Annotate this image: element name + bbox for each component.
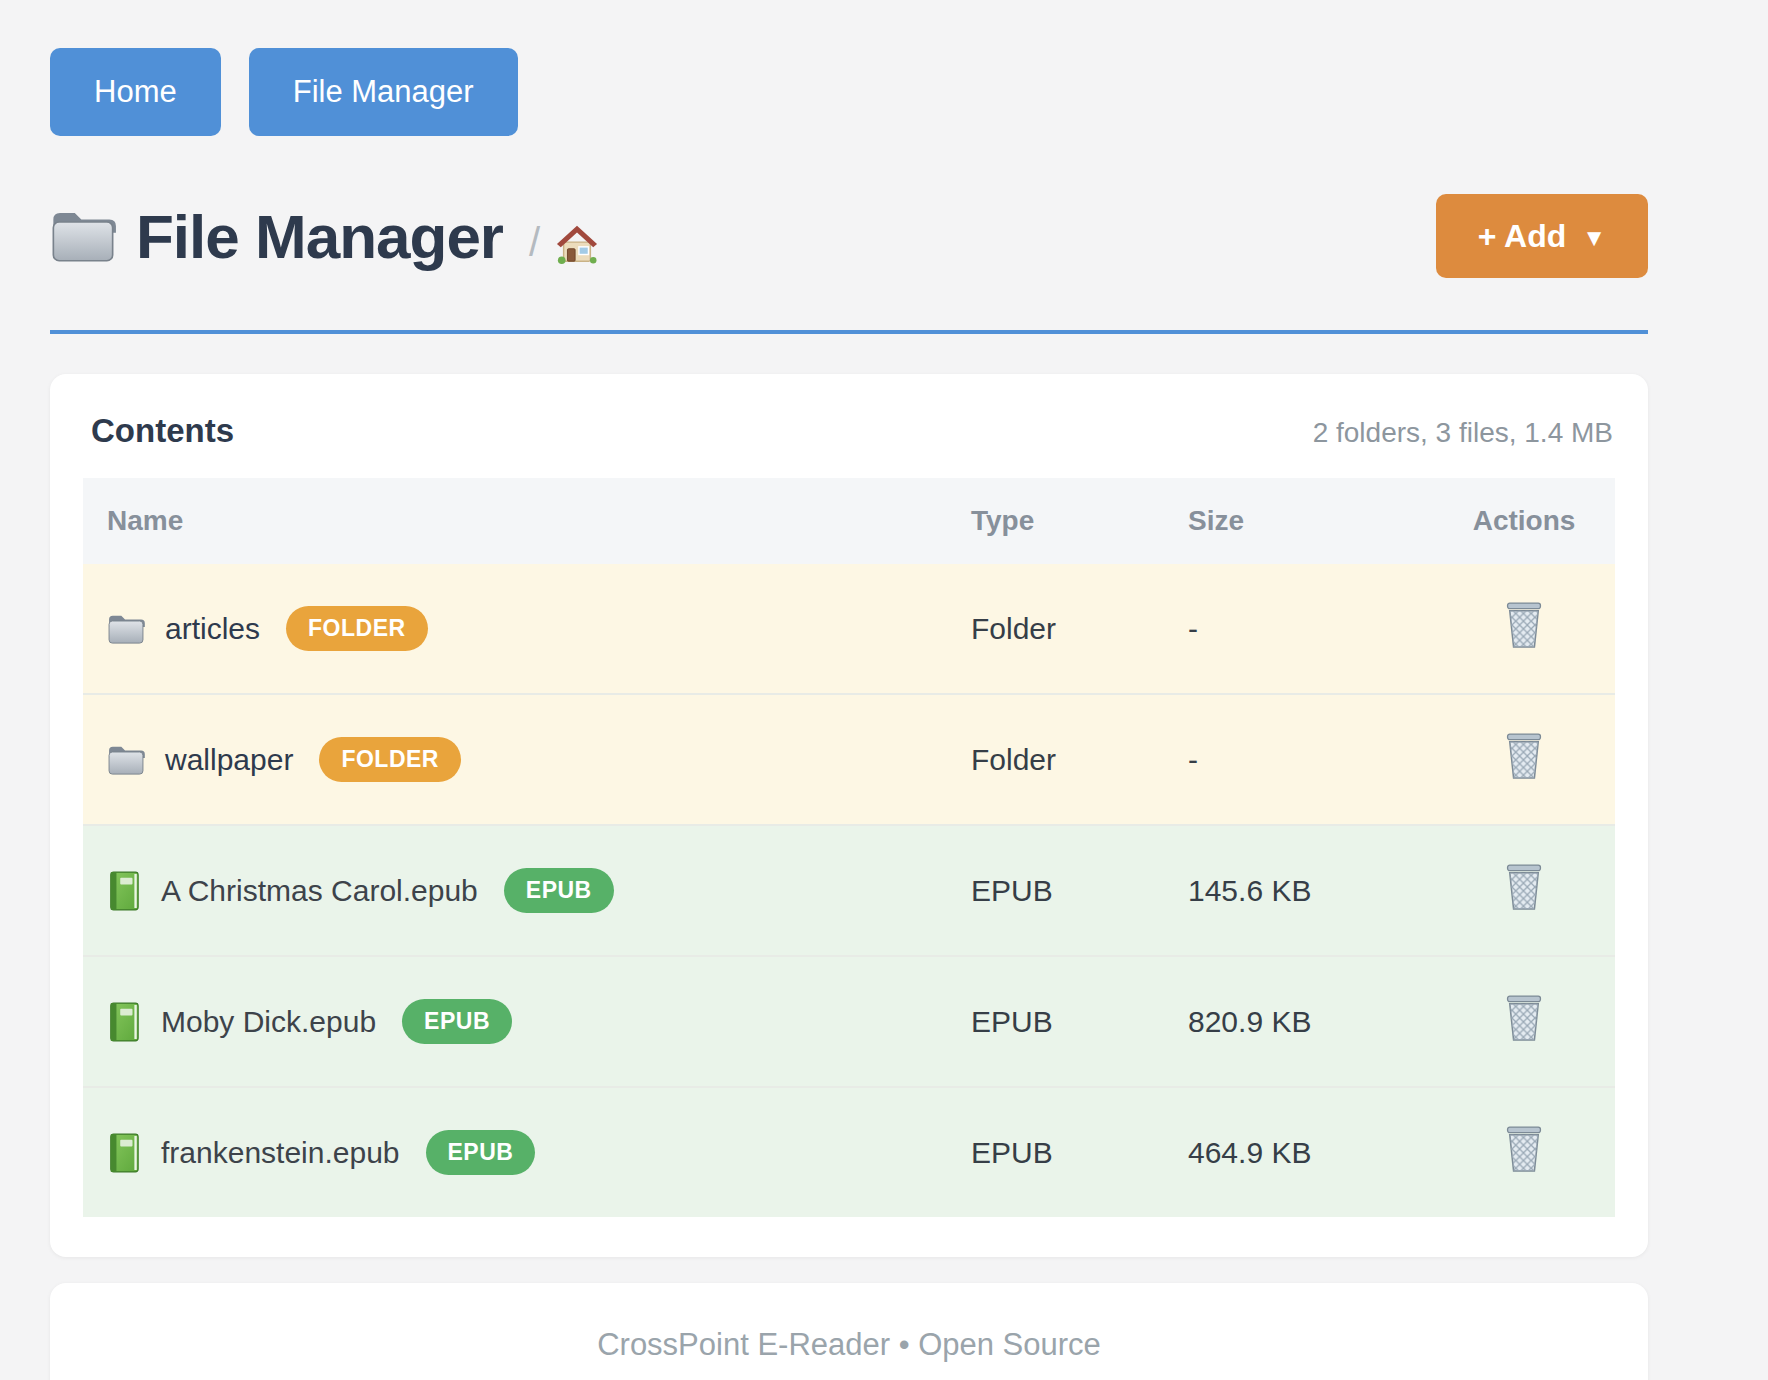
file-name-link[interactable]: Moby Dick.epub	[161, 1005, 376, 1039]
delete-button[interactable]	[1504, 1126, 1544, 1172]
size-cell: 820.9 KB	[1188, 956, 1433, 1087]
contents-summary: 2 folders, 3 files, 1.4 MB	[1313, 417, 1613, 449]
top-nav: Home File Manager	[50, 48, 1648, 136]
type-cell: EPUB	[971, 956, 1188, 1087]
size-cell: 464.9 KB	[1188, 1087, 1433, 1217]
page-header: File Manager / + Add ▼	[50, 194, 1648, 278]
delete-button[interactable]	[1504, 602, 1544, 648]
size-cell: -	[1188, 694, 1433, 825]
header-divider	[50, 330, 1648, 334]
trash-icon	[1504, 1126, 1544, 1172]
file-name-link[interactable]: wallpaper	[165, 743, 293, 777]
size-cell: -	[1188, 564, 1433, 694]
type-cell: EPUB	[971, 1087, 1188, 1217]
type-cell: EPUB	[971, 825, 1188, 956]
contents-heading: Contents	[91, 412, 234, 450]
column-header-size: Size	[1188, 478, 1433, 564]
delete-button[interactable]	[1504, 733, 1544, 779]
folder-icon	[50, 208, 116, 264]
delete-button[interactable]	[1504, 995, 1544, 1041]
column-header-type: Type	[971, 478, 1188, 564]
table-row-frankenstein: frankenstein.epub EPUB EPUB 464.9 KB	[83, 1087, 1615, 1217]
column-header-name: Name	[83, 478, 971, 564]
home-button[interactable]: Home	[50, 48, 221, 136]
home-icon[interactable]	[556, 223, 598, 265]
folder-icon	[107, 744, 145, 776]
size-cell: 145.6 KB	[1188, 825, 1433, 956]
trash-icon	[1504, 602, 1544, 648]
epub-badge: EPUB	[402, 999, 512, 1044]
trash-icon	[1504, 733, 1544, 779]
add-button[interactable]: + Add ▼	[1436, 194, 1648, 278]
trash-icon	[1504, 995, 1544, 1041]
caret-down-icon: ▼	[1582, 224, 1606, 252]
trash-icon	[1504, 864, 1544, 910]
file-name-link[interactable]: frankenstein.epub	[161, 1136, 400, 1170]
breadcrumb: /	[529, 220, 540, 265]
table-row-moby-dick: Moby Dick.epub EPUB EPUB 820.9 KB	[83, 956, 1615, 1087]
table-row-christmas-carol: A Christmas Carol.epub EPUB EPUB 145.6 K…	[83, 825, 1615, 956]
epub-badge: EPUB	[504, 868, 614, 913]
file-name-link[interactable]: A Christmas Carol.epub	[161, 874, 478, 908]
file-manager-button[interactable]: File Manager	[249, 48, 518, 136]
footer-text: CrossPoint E-Reader • Open Source	[70, 1327, 1628, 1363]
page-title: File Manager	[136, 201, 503, 272]
add-button-label: + Add	[1478, 218, 1567, 255]
file-table: Name Type Size Actions articles	[83, 478, 1615, 1217]
file-manager-page: Home File Manager File Manager / + Add ▼	[0, 48, 1768, 1380]
type-cell: Folder	[971, 564, 1188, 694]
file-name-link[interactable]: articles	[165, 612, 260, 646]
footer: CrossPoint E-Reader • Open Source	[50, 1283, 1648, 1380]
delete-button[interactable]	[1504, 864, 1544, 910]
table-row-wallpaper: wallpaper FOLDER Folder -	[83, 694, 1615, 825]
folder-badge: FOLDER	[286, 606, 428, 651]
type-cell: Folder	[971, 694, 1188, 825]
book-icon	[107, 1001, 141, 1043]
folder-badge: FOLDER	[319, 737, 461, 782]
folder-icon	[107, 613, 145, 645]
book-icon	[107, 1132, 141, 1174]
epub-badge: EPUB	[426, 1130, 536, 1175]
book-icon	[107, 870, 141, 912]
table-header-row: Name Type Size Actions	[83, 478, 1615, 564]
contents-card: Contents 2 folders, 3 files, 1.4 MB Name…	[50, 374, 1648, 1257]
column-header-actions: Actions	[1433, 478, 1615, 564]
table-row-articles: articles FOLDER Folder -	[83, 564, 1615, 694]
